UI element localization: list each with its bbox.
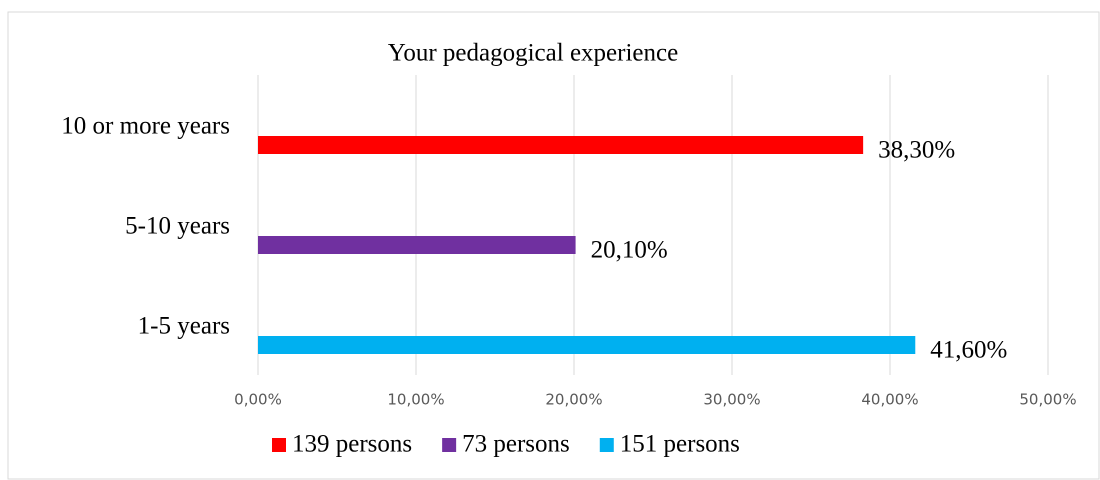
x-tick-label: 10,00% xyxy=(387,391,444,409)
x-tick-label: 20,00% xyxy=(545,391,602,409)
legend-label: 151 persons xyxy=(620,431,740,458)
x-tick-label: 50,00% xyxy=(1019,391,1076,409)
legend-label: 139 persons xyxy=(292,431,412,458)
y-tick-label: 1-5 years xyxy=(138,313,230,340)
legend-label: 73 persons xyxy=(462,431,570,458)
bar xyxy=(258,236,576,254)
x-tick-label: 0,00% xyxy=(234,391,282,409)
legend-swatch xyxy=(442,438,457,452)
legend-swatch xyxy=(272,438,286,452)
y-tick-label: 10 or more years xyxy=(61,113,230,140)
data-label: 20,10% xyxy=(591,237,668,264)
x-tick-label: 40,00% xyxy=(861,391,918,409)
bar xyxy=(258,336,916,354)
chart-title: Your pedagogical experience xyxy=(388,40,678,67)
data-label: 38,30% xyxy=(878,137,955,164)
legend-swatch xyxy=(599,438,614,452)
bar xyxy=(258,136,864,154)
data-label: 41,60% xyxy=(930,337,1007,364)
y-tick-label: 5-10 years xyxy=(125,213,230,240)
x-tick-label: 30,00% xyxy=(703,391,760,409)
